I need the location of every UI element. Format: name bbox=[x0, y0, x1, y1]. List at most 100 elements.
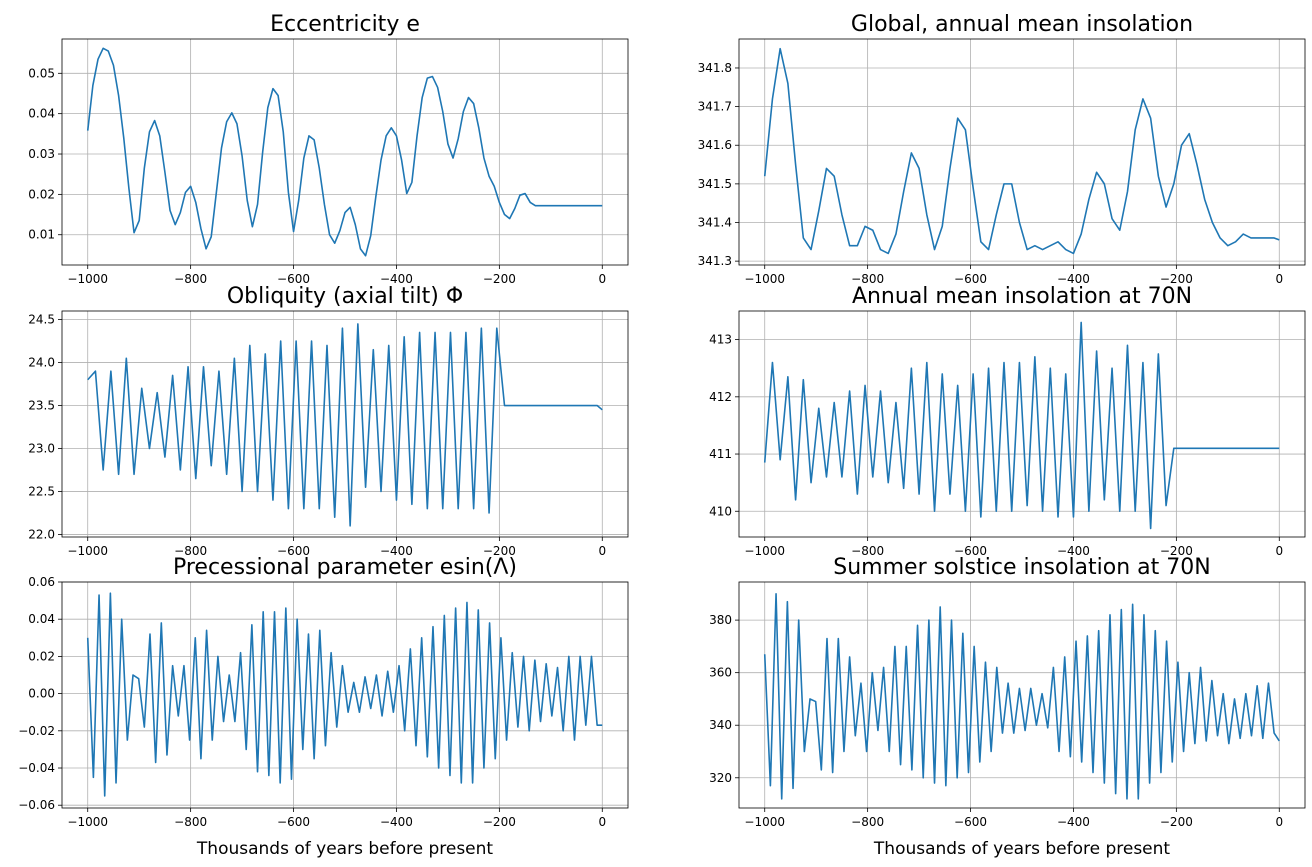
y-tick-label: 23.0 bbox=[28, 441, 55, 455]
x-tick-label: −200 bbox=[483, 272, 516, 286]
y-tick-label: 413 bbox=[709, 333, 732, 347]
chart-title: Global, annual mean insolation bbox=[851, 12, 1193, 37]
axes-frame bbox=[738, 581, 1306, 809]
x-tick-label: 0 bbox=[1275, 815, 1283, 829]
grid bbox=[62, 39, 628, 265]
y-tick-label: 341.5 bbox=[698, 177, 732, 191]
y-tick-label: 412 bbox=[709, 390, 732, 404]
y-tick-label: 0.05 bbox=[28, 66, 55, 80]
x-axis: −1000 −800 −600 −400 −200 0 bbox=[744, 265, 1283, 286]
x-tick-label: −800 bbox=[851, 815, 884, 829]
y-tick-label: 24.5 bbox=[28, 313, 55, 327]
y-tick-label: 0.02 bbox=[28, 187, 55, 201]
x-axis: −1000 −800 −600 −400 −200 0 bbox=[67, 537, 606, 558]
series-line bbox=[763, 321, 1280, 530]
y-tick-label: 320 bbox=[709, 771, 732, 785]
x-tick-label: −400 bbox=[1057, 544, 1090, 558]
y-axis: 0.01 0.02 0.03 0.04 0.05 bbox=[28, 66, 62, 242]
x-tick-label: −200 bbox=[1160, 815, 1193, 829]
y-tick-label: 0.04 bbox=[28, 107, 55, 121]
chart-title: Annual mean insolation at 70N bbox=[852, 284, 1192, 309]
x-axis: −1000 −800 −600 −400 −200 0 bbox=[744, 808, 1283, 829]
subplot-4: −1000 −800 −600 −400 −200 0 410 411 412 413 Annual… bbox=[709, 284, 1306, 558]
y-tick-label: −0.04 bbox=[18, 761, 55, 775]
x-tick-label: 0 bbox=[1275, 272, 1283, 286]
y-axis: 320 340 360 380 bbox=[709, 613, 739, 785]
y-tick-label: 341.3 bbox=[698, 254, 732, 268]
x-tick-label: −200 bbox=[1160, 272, 1193, 286]
x-tick-label: −800 bbox=[851, 544, 884, 558]
y-tick-label: 411 bbox=[709, 447, 732, 461]
x-tick-label: −1000 bbox=[744, 815, 785, 829]
y-tick-label: 0.00 bbox=[28, 687, 55, 701]
x-tick-label: −600 bbox=[954, 272, 987, 286]
x-tick-label: −400 bbox=[380, 272, 413, 286]
y-axis: 410 411 412 413 bbox=[709, 333, 739, 518]
chart-title: Eccentricity e bbox=[270, 12, 420, 37]
series-line bbox=[86, 592, 603, 797]
x-tick-label: −800 bbox=[851, 272, 884, 286]
grid bbox=[739, 39, 1305, 265]
series-line bbox=[763, 593, 1280, 800]
x-tick-label: −600 bbox=[277, 815, 310, 829]
y-tick-label: 360 bbox=[709, 666, 732, 680]
x-tick-label: −400 bbox=[1057, 815, 1090, 829]
axes-frame bbox=[61, 310, 629, 538]
x-tick-label: 0 bbox=[598, 815, 606, 829]
series-line bbox=[87, 323, 603, 527]
x-tick-label: −800 bbox=[174, 815, 207, 829]
x-axis-label: Thousands of years before present bbox=[873, 839, 1170, 859]
y-tick-label: 340 bbox=[709, 718, 732, 732]
y-tick-label: 0.02 bbox=[28, 649, 55, 663]
series-line bbox=[763, 47, 1280, 255]
x-tick-label: −1000 bbox=[744, 272, 785, 286]
subplot-grid: −1000 −800 −600 −400 −200 00.010.020.030.040.… bbox=[18, 12, 1306, 859]
axes-frame bbox=[61, 38, 629, 266]
x-tick-label: −800 bbox=[174, 272, 207, 286]
x-tick-label: −800 bbox=[174, 544, 207, 558]
y-tick-label: 341.4 bbox=[698, 216, 732, 230]
x-axis-label: Thousands of years before present bbox=[196, 839, 493, 859]
y-tick-label: 341.8 bbox=[698, 61, 732, 75]
x-tick-label: −1000 bbox=[67, 815, 108, 829]
axes-frame bbox=[61, 581, 629, 809]
chart-title: Precessional parameter esin(Λ) bbox=[173, 555, 517, 580]
subplot-1: −1000 −800 −600 −400 −200 00.010.020.030.040.… bbox=[28, 12, 629, 286]
x-axis: −1000 −800 −600 −400 −200 0 bbox=[67, 808, 606, 829]
x-tick-label: 0 bbox=[598, 544, 606, 558]
x-tick-label: −600 bbox=[277, 272, 310, 286]
y-tick-label: 0.04 bbox=[28, 612, 55, 626]
x-tick-label: −400 bbox=[380, 544, 413, 558]
x-tick-label: −1000 bbox=[744, 544, 785, 558]
axes-frame bbox=[738, 38, 1306, 266]
subplot-3: −1000 −800 −600 −400 −200 0 22.0 22.5 23.0 23.5 24… bbox=[28, 284, 629, 558]
subplot-5: −1000 −800 −600 −400 −200 0 −0.06 −0.04 −0.02 0.0… bbox=[18, 555, 629, 859]
x-tick-label: −200 bbox=[483, 544, 516, 558]
y-tick-label: 0.03 bbox=[28, 147, 55, 161]
x-tick-label: −400 bbox=[1057, 272, 1090, 286]
chart-title: Obliquity (axial tilt) Φ bbox=[227, 284, 463, 309]
y-tick-label: 410 bbox=[709, 504, 732, 518]
x-tick-label: −200 bbox=[1160, 544, 1193, 558]
x-tick-label: −400 bbox=[380, 815, 413, 829]
y-tick-label: 22.0 bbox=[28, 527, 55, 541]
y-tick-label: 22.5 bbox=[28, 484, 55, 498]
x-tick-label: −600 bbox=[954, 544, 987, 558]
y-tick-label: 380 bbox=[709, 613, 732, 627]
y-tick-label: 0.06 bbox=[28, 575, 55, 589]
subplot-6: −1000 −800 −600 −400 −200 0 320 340 360 380 Summer… bbox=[709, 555, 1306, 859]
y-tick-label: 23.5 bbox=[28, 399, 55, 413]
axes-frame bbox=[738, 310, 1306, 538]
y-tick-label: 24.0 bbox=[28, 356, 55, 370]
x-axis: −1000 −800 −600 −400 −200 0 bbox=[67, 265, 606, 286]
subplot-2: −1000 −800 −600 −400 −200 0 341.3 341.4 341.5 341… bbox=[698, 12, 1306, 286]
x-tick-label: −200 bbox=[483, 815, 516, 829]
x-tick-label: −1000 bbox=[67, 544, 108, 558]
x-tick-label: −600 bbox=[277, 544, 310, 558]
chart-title: Summer solstice insolation at 70N bbox=[833, 555, 1210, 580]
grid bbox=[62, 311, 628, 537]
y-tick-label: −0.02 bbox=[18, 724, 55, 738]
x-tick-label: 0 bbox=[1275, 544, 1283, 558]
x-tick-label: −1000 bbox=[67, 272, 108, 286]
